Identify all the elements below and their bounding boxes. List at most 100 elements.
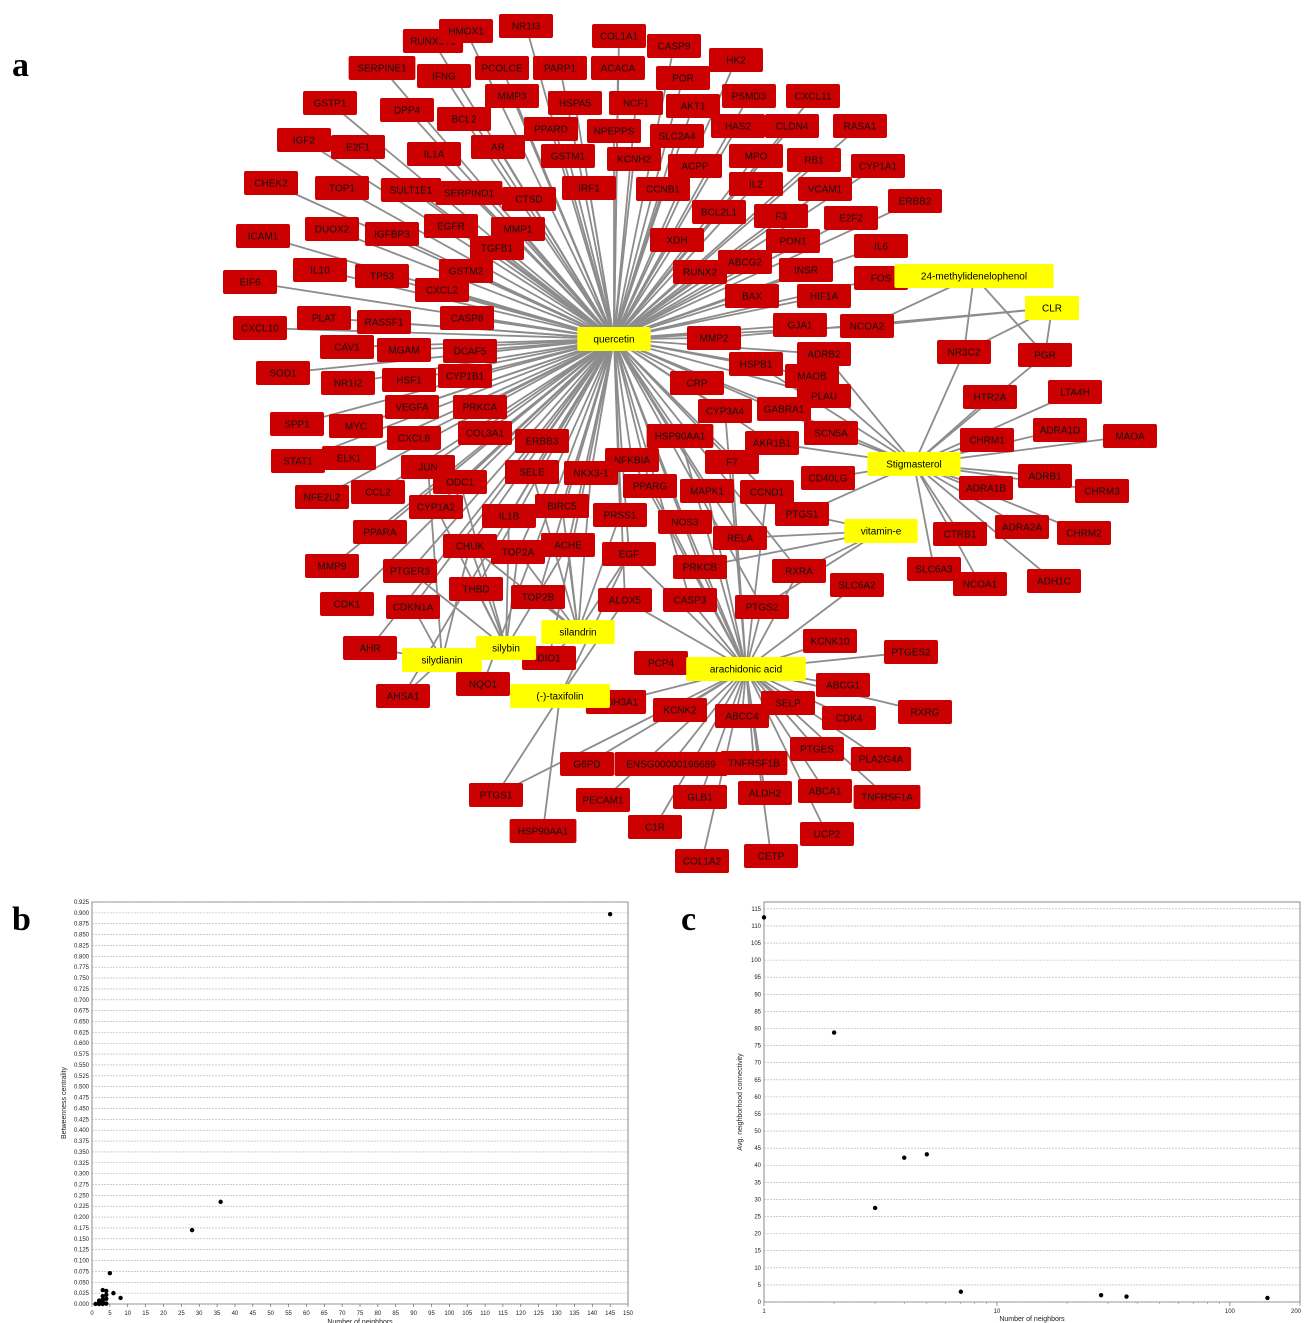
target-node-psmd3-label: PSMD3 [732, 92, 767, 103]
target-node-ptges-label: PTGES [800, 745, 834, 756]
target-node-lta4h-label: LTA4H [1060, 388, 1090, 399]
target-node-ptgs1: PTGS1 [775, 502, 829, 526]
target-node-sod1: SOD1 [256, 361, 310, 385]
target-node-elk1-label: ELK1 [337, 454, 362, 465]
target-node-pon1-box [766, 229, 820, 253]
compound-node-silandrin-label: silandrin [559, 628, 596, 639]
target-node-slc6a3: SLC6A3 [907, 557, 961, 581]
target-node-tnfrsf1a: TNFRSF1A [853, 785, 921, 809]
chart-b-y-tick-0-150: 0.150 [74, 1237, 90, 1243]
target-node-gstp1: GSTP1 [303, 91, 357, 115]
target-node-ptgs2-box [735, 595, 789, 619]
target-node-ncf1-box [609, 91, 663, 115]
compound-node-vitamin-e: vitamin-e [844, 519, 918, 543]
target-node-nfkbia: NFKBIA [605, 448, 659, 472]
target-node-maob-box [785, 364, 839, 388]
target-node-cav1-label: CAV1 [334, 343, 360, 354]
target-node-selp-label: SELP [775, 699, 801, 710]
target-node-nr1i3-box [499, 14, 553, 38]
chart-b-y-tick-0-050: 0.050 [74, 1280, 90, 1286]
edge-quercetin-irf1 [588, 187, 615, 340]
target-node-ahsa1: AHSA1 [376, 684, 430, 708]
chart-b-x-tick-125: 125 [534, 1311, 545, 1317]
target-node-cyp3a4: CYP3A4 [698, 399, 752, 423]
target-node-hsp90aa1-2-box [509, 819, 577, 843]
chart-c-point-6 [1098, 1292, 1104, 1298]
target-node-nr3c2-box [937, 340, 991, 364]
target-node-has2-box [711, 114, 765, 138]
target-node-ahsa1-label: AHSA1 [387, 692, 420, 703]
chart-c-x-axis-title: Number of neighbors [999, 1316, 1065, 1323]
chart-b-y-tick-0-350: 0.350 [74, 1150, 90, 1156]
target-node-erbb3-label: ERBB3 [526, 437, 559, 448]
compound-node-quercetin-label: quercetin [593, 335, 634, 346]
target-node-aldh2-label: ALDH2 [749, 789, 782, 800]
target-node-igfbp3: IGFBP3 [365, 222, 419, 246]
chart-b-x-tick-60: 60 [303, 1311, 310, 1317]
target-node-e2f2-box [824, 206, 878, 230]
chart-b-x-tick-35: 35 [214, 1311, 221, 1317]
target-node-cav1-box [320, 335, 374, 359]
target-node-abca1-label: ABCA1 [809, 787, 842, 798]
chart-b-y-tick-0-875: 0.875 [74, 922, 90, 928]
edge-taxifolin-alox5 [559, 599, 626, 697]
target-node-ncoa1-box [953, 572, 1007, 596]
target-node-egf: EGF [602, 542, 656, 566]
target-node-ppard-box [524, 117, 578, 141]
target-node-nkx3-1-box [564, 461, 618, 485]
target-node-mmp3: MMP3 [485, 84, 539, 108]
chart-c-y-tick-35: 35 [754, 1180, 761, 1186]
target-node-e2f1: E2F1 [331, 135, 385, 159]
target-node-psmd3: PSMD3 [722, 84, 776, 108]
edge-quercetin-cxcl8 [413, 338, 615, 439]
target-node-tnfrsf1b: TNFRSF1B [720, 751, 788, 775]
edge-silybin-il1b [505, 515, 510, 649]
target-node-slc6a2-box [830, 573, 884, 597]
chart-c-y-tick-115: 115 [751, 907, 761, 913]
target-node-cd40lg-label: CD40LG [809, 474, 848, 485]
target-node-rasa1-label: RASA1 [844, 122, 877, 133]
target-node-sele-box [505, 460, 559, 484]
edge-silybin-odc1 [459, 481, 507, 649]
target-node-mmp2-box [687, 326, 741, 350]
compound-node-silybin-box [475, 636, 537, 660]
target-node-adrb2-box [797, 342, 851, 366]
target-node-akt1-box [666, 94, 720, 118]
target-node-hk2-label: HK2 [726, 56, 746, 67]
target-node-g6pd: G6PD [560, 752, 614, 776]
target-node-nfe2l2: NFE2L2 [295, 485, 349, 509]
target-node-nfe2l2-label: NFE2L2 [304, 493, 341, 504]
target-node-hspb1-box [729, 352, 783, 376]
target-node-chuk-label: CHUK [456, 542, 485, 553]
chart-c-x-tick-1: 1 [762, 1309, 766, 1315]
target-node-ache: ACHE [541, 533, 595, 557]
chart-b-y-tick-0-275: 0.275 [74, 1182, 90, 1188]
target-node-sult1e1: SULT1E1 [380, 178, 442, 202]
target-node-chuk-box [443, 534, 497, 558]
chart-c-x-tick-10: 10 [994, 1309, 1001, 1315]
target-node-kcnk10-label: KCNK10 [811, 637, 850, 648]
target-node-plat: PLAT [297, 306, 351, 330]
chart-b-plot-area [91, 901, 629, 1305]
target-node-top1: TOP1 [315, 176, 369, 200]
target-node-ar: AR [471, 135, 525, 159]
target-node-ifng: IFNG [417, 64, 471, 88]
chart-b-x-tick-55: 55 [285, 1311, 292, 1317]
edge-arachidonic-c1r [654, 668, 747, 828]
chart-b-x-tick-50: 50 [267, 1311, 274, 1317]
chart-b-y-tick-0-000: 0.000 [74, 1302, 90, 1308]
target-node-cxcl2: CXCL2 [415, 278, 469, 302]
chart-c-y-axis-title: Avg. neighborhood connectivity [737, 1053, 744, 1151]
target-node-irf1-label: IRF1 [578, 184, 600, 195]
target-node-thbd-label: THBD [462, 585, 489, 596]
target-node-pcp4: PCP4 [634, 651, 688, 675]
target-node-gstp1-box [303, 91, 357, 115]
target-node-scn5a: SCN5A [804, 421, 858, 445]
target-node-hsf1-label: HSF1 [396, 376, 422, 387]
target-node-erbb2-box [888, 189, 942, 213]
target-node-adh1c-box [1027, 569, 1081, 593]
target-node-cyp1b1-label: CYP1B1 [446, 372, 485, 383]
target-node-ccl2: CCL2 [351, 480, 405, 504]
target-node-ahr-box [343, 636, 397, 660]
